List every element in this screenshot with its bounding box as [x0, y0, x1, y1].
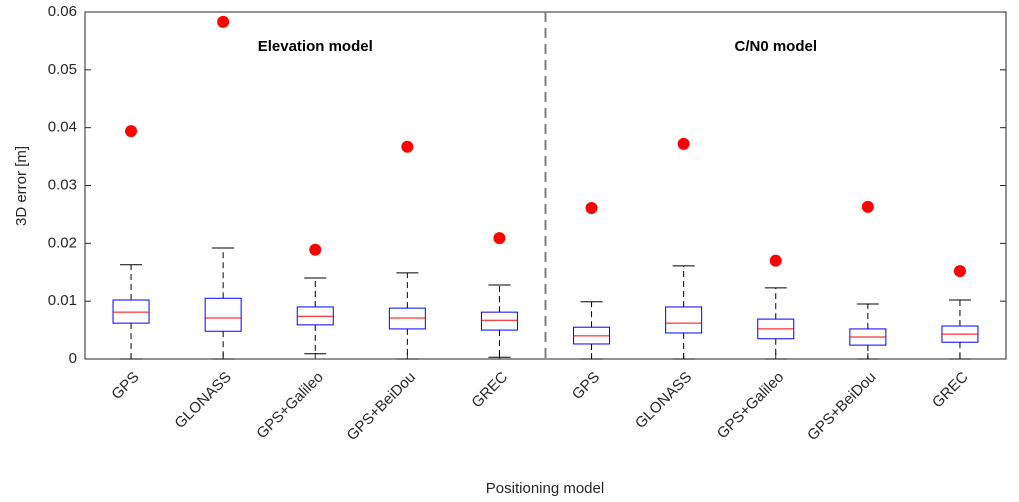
box: [204, 297, 242, 332]
x-tick-label: GREC: [468, 369, 511, 412]
outlier: [125, 125, 138, 138]
y-tick-label: 0.05: [48, 61, 77, 78]
outlier: [769, 254, 782, 267]
x-tick-label: GPS: [108, 369, 142, 403]
box: [112, 299, 150, 324]
y-tick-label: 0.06: [48, 3, 77, 20]
outlier: [585, 202, 598, 215]
x-tick-label: GPS+Galileo: [253, 369, 327, 443]
annotation: C/N0 model: [734, 38, 817, 55]
box: [388, 307, 426, 330]
annotation: Elevation model: [258, 38, 373, 55]
y-tick-label: 0.03: [48, 176, 77, 193]
outlier: [953, 265, 966, 278]
x-tick-label: GPS: [569, 369, 603, 403]
outlier: [401, 140, 414, 153]
outlier: [493, 232, 506, 245]
outlier: [309, 243, 322, 256]
y-tick-label: 0: [69, 350, 77, 367]
x-tick-label: GLONASS: [632, 369, 695, 432]
box: [480, 311, 518, 331]
outlier: [677, 137, 690, 150]
x-axis-label: Positioning model: [486, 480, 604, 497]
box: [665, 306, 703, 334]
x-tick-label: GPS+Galileo: [714, 369, 788, 443]
outlier: [217, 15, 230, 28]
x-tick-label: GPS+BeiDou: [804, 369, 879, 444]
y-axis-label: 3D error [m]: [13, 146, 30, 226]
outlier: [861, 200, 874, 213]
y-tick-label: 0.04: [48, 119, 77, 136]
x-tick-label: GLONASS: [171, 369, 234, 432]
y-tick-label: 0.02: [48, 234, 77, 251]
y-tick-label: 0.01: [48, 292, 77, 309]
x-tick-label: GPS+BeiDou: [344, 369, 419, 444]
x-tick-label: GREC: [929, 369, 972, 412]
